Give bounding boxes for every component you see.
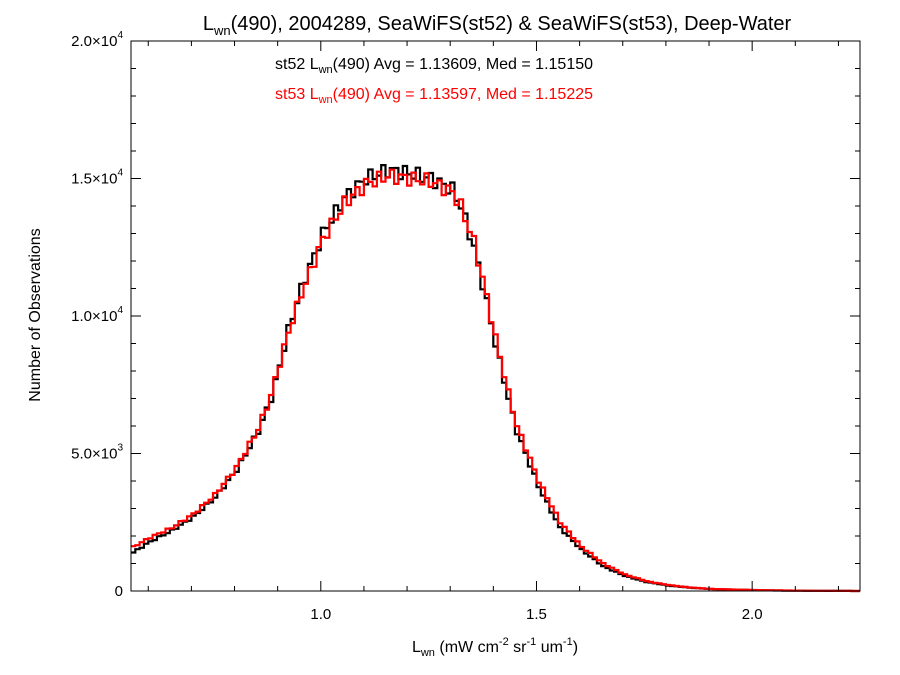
y-tick-exponent: 4 — [117, 168, 123, 179]
annotation-stats: (490) Avg = 1.13597, Med = 1.15225 — [333, 86, 593, 103]
x-label-main: L — [412, 639, 421, 656]
chart-title: Lwn(490), 2004289, SeaWiFS(st52) & SeaWi… — [203, 13, 792, 38]
title-prefix-subscript: wn — [213, 23, 231, 38]
y-tick-exponent: 4 — [117, 30, 123, 41]
y-tick-label: 1.0×104 — [71, 305, 123, 325]
x-label-sr: sr — [509, 639, 527, 656]
x-axis-label: Lwn (mW cm-2 sr-1 um-1) — [412, 636, 578, 659]
x-label-unit-open: (mW cm — [435, 639, 499, 656]
series-line-st53 — [131, 168, 860, 593]
x-tick-label: 1.0 — [310, 606, 331, 623]
annotation-stats: (490) Avg = 1.13609, Med = 1.15150 — [333, 56, 593, 73]
x-tick-label: 2.0 — [742, 606, 763, 623]
y-tick-exponent: 3 — [117, 443, 123, 454]
y-tick-label: 0 — [115, 583, 123, 600]
y-tick-mantissa: 0 — [115, 583, 123, 600]
x-label-cm-exponent: -2 — [499, 636, 509, 648]
y-tick-label: 5.0×103 — [71, 443, 123, 463]
y-tick-mantissa: 1.5×10 — [71, 171, 117, 188]
annotation-st53: st53 Lwn(490) Avg = 1.13597, Med = 1.152… — [275, 86, 593, 106]
series-line-st52 — [131, 164, 860, 593]
y-tick-mantissa: 2.0×10 — [71, 33, 117, 50]
y-axis-label: Number of Observations — [27, 228, 44, 401]
annotations-layer: st52 Lwn(490) Avg = 1.13609, Med = 1.151… — [275, 56, 593, 106]
annotation-name: st52 L — [275, 56, 319, 73]
x-tick-label: 1.5 — [526, 606, 547, 623]
x-label-um-exponent: -1 — [563, 636, 573, 648]
x-label-um: um — [536, 639, 563, 656]
y-tick-mantissa: 1.0×10 — [71, 308, 117, 325]
y-tick-label: 2.0×104 — [71, 30, 123, 50]
x-label-sr-exponent: -1 — [526, 636, 536, 648]
y-tick-label: 1.5×104 — [71, 168, 123, 188]
annotation-st52: st52 Lwn(490) Avg = 1.13609, Med = 1.151… — [275, 56, 593, 76]
title-prefix: L — [203, 13, 214, 35]
series-layer — [131, 164, 860, 593]
title-rest: (490), 2004289, SeaWiFS(st52) & SeaWiFS(… — [231, 13, 792, 35]
y-tick-exponent: 4 — [117, 305, 123, 316]
x-label-unit-close: ) — [573, 639, 578, 656]
y-tick-mantissa: 5.0×10 — [71, 446, 117, 463]
annotation-subscript: wn — [318, 64, 333, 76]
plot-frame — [130, 40, 861, 592]
x-label-main-subscript: wn — [420, 647, 435, 659]
annotation-subscript: wn — [318, 94, 333, 106]
annotation-name: st53 L — [275, 86, 319, 103]
